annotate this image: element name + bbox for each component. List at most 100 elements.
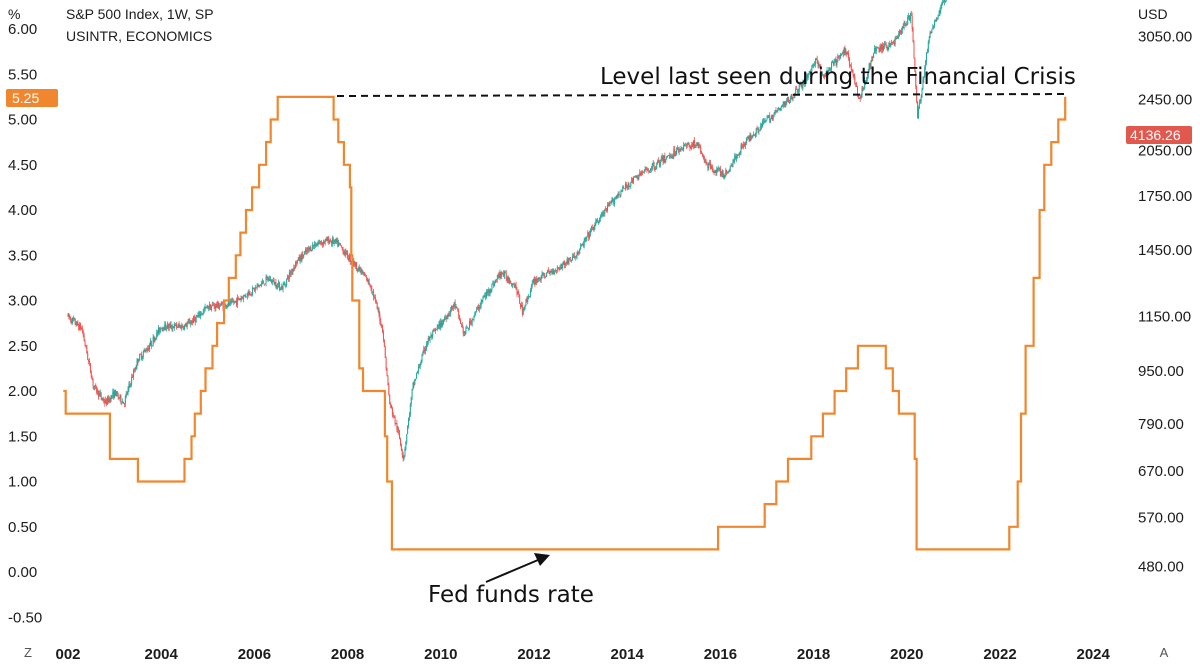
sp500-candle-body xyxy=(203,309,205,311)
sp500-candle-body xyxy=(450,309,452,314)
crisis-level-dashed-line xyxy=(336,93,1069,97)
sp500-candle-body xyxy=(244,295,246,297)
sp500-candle-body xyxy=(637,177,639,179)
sp500-candle-body xyxy=(520,303,522,308)
sp500-candle-body xyxy=(347,252,349,258)
sp500-candle-body xyxy=(629,185,631,187)
sp500-candle-body xyxy=(550,271,552,272)
sp500-candle-body xyxy=(939,10,941,14)
sp500-candle-body xyxy=(429,337,431,341)
left-tick-label: 2.00 xyxy=(8,383,37,400)
sp500-candle-body xyxy=(305,249,307,252)
sp500-candle-body xyxy=(415,378,417,380)
sp500-candle-body xyxy=(192,316,194,324)
sp500-candle-body xyxy=(907,17,909,25)
sp500-candle-body xyxy=(150,340,152,346)
auto-scale-left-button[interactable]: Z xyxy=(24,644,32,660)
sp500-candle-body xyxy=(434,329,436,331)
sp500-candle-body xyxy=(372,291,374,293)
sp500-candle-body xyxy=(763,121,765,123)
sp500-candle-body xyxy=(614,199,616,204)
sp500-candle-body xyxy=(632,178,634,183)
sp500-candle-body xyxy=(716,168,718,173)
sp500-candle-body xyxy=(707,164,709,169)
sp500-candle-body xyxy=(313,244,315,246)
left-tick-label: 1.50 xyxy=(8,428,37,445)
left-tick-label: 0.00 xyxy=(8,564,37,581)
sp500-candle-body xyxy=(612,198,614,200)
sp500-candle-body xyxy=(801,84,803,89)
sp500-candle-body xyxy=(173,326,175,328)
sp500-candle-body xyxy=(588,232,590,238)
sp500-candle-body xyxy=(329,240,331,244)
sp500-candle-body xyxy=(680,148,682,151)
sp500-candle-body xyxy=(797,91,799,93)
sp500-candle-body xyxy=(644,169,646,172)
sp500-candle-body xyxy=(166,324,168,329)
sp500-candle-body xyxy=(475,312,477,313)
sp500-candle-body xyxy=(722,170,724,178)
sp500-candle-body xyxy=(440,321,442,328)
sp500-candle-body xyxy=(342,248,344,254)
sp500-candle-body xyxy=(320,241,322,244)
sp500-candle-body xyxy=(333,241,335,244)
sp500-candle-body xyxy=(100,392,102,398)
sp500-candle-body xyxy=(339,243,341,246)
sp500-candle-body xyxy=(703,155,705,162)
sp500-candle-body xyxy=(212,304,214,306)
sp500-candle-body xyxy=(530,286,532,291)
left-tick-label: 1.00 xyxy=(8,474,37,491)
sp500-candle-body xyxy=(936,17,938,19)
sp500-candle-body xyxy=(187,321,189,324)
sp500-candle-body xyxy=(891,41,893,44)
sp500-candle-body xyxy=(227,305,229,307)
sp500-candle-body xyxy=(747,136,749,138)
sp500-candle-body xyxy=(904,22,906,24)
left-tick-label: 4.00 xyxy=(8,202,37,219)
sp500-candle-body xyxy=(774,110,776,114)
sp500-candle-body xyxy=(129,384,131,386)
sp500-candle-body xyxy=(536,278,538,283)
sp500-candle-body xyxy=(266,277,268,278)
sp500-candle-body xyxy=(340,245,342,248)
sp500-candle-body xyxy=(943,1,945,3)
sp500-candle-body xyxy=(237,297,239,299)
sp500-candle-body xyxy=(83,335,85,341)
sp500-candle-body xyxy=(913,41,915,58)
sp500-candle-body xyxy=(273,280,275,285)
sp500-candle-body xyxy=(261,281,263,284)
sp500-candle-body xyxy=(565,263,567,264)
sp500-candle-body xyxy=(683,145,685,150)
sp500-candle-body xyxy=(169,323,171,325)
sp500-candle-body xyxy=(270,279,272,283)
sp500-candle-body xyxy=(806,74,808,78)
sp500-candle-body xyxy=(630,182,632,186)
sp500-candle-body xyxy=(239,299,241,301)
sp500-candlestick-series xyxy=(67,0,947,462)
sp500-candle-body xyxy=(605,208,607,210)
left-tick-label: 0.50 xyxy=(8,519,37,536)
sp500-candle-body xyxy=(607,205,609,207)
sp500-candle-body xyxy=(92,379,94,387)
sp500-candle-body xyxy=(234,300,236,303)
sp500-candle-body xyxy=(799,84,801,86)
sp500-candle-body xyxy=(771,115,773,120)
sp500-candle-body xyxy=(408,415,410,419)
sp500-candle-body xyxy=(280,286,282,290)
sp500-candle-body xyxy=(732,160,734,167)
sp500-candle-body xyxy=(416,373,418,379)
sp500-candle-body xyxy=(88,359,90,362)
sp500-candle-body xyxy=(248,292,250,296)
sp500-candle-body xyxy=(668,155,670,157)
sp500-candle-body xyxy=(303,254,305,257)
sp500-candle-body xyxy=(693,140,695,148)
auto-scale-right-button[interactable]: A xyxy=(1159,644,1169,660)
sp500-candle-body xyxy=(601,214,603,216)
sp500-candle-body xyxy=(227,301,229,306)
sp500-candle-body xyxy=(591,226,593,229)
left-tick-label: 6.00 xyxy=(8,21,37,38)
sp500-candle-body xyxy=(389,394,391,405)
sp500-candle-body xyxy=(755,128,757,134)
sp500-candle-body xyxy=(675,149,677,154)
sp500-candle-body xyxy=(230,301,232,302)
